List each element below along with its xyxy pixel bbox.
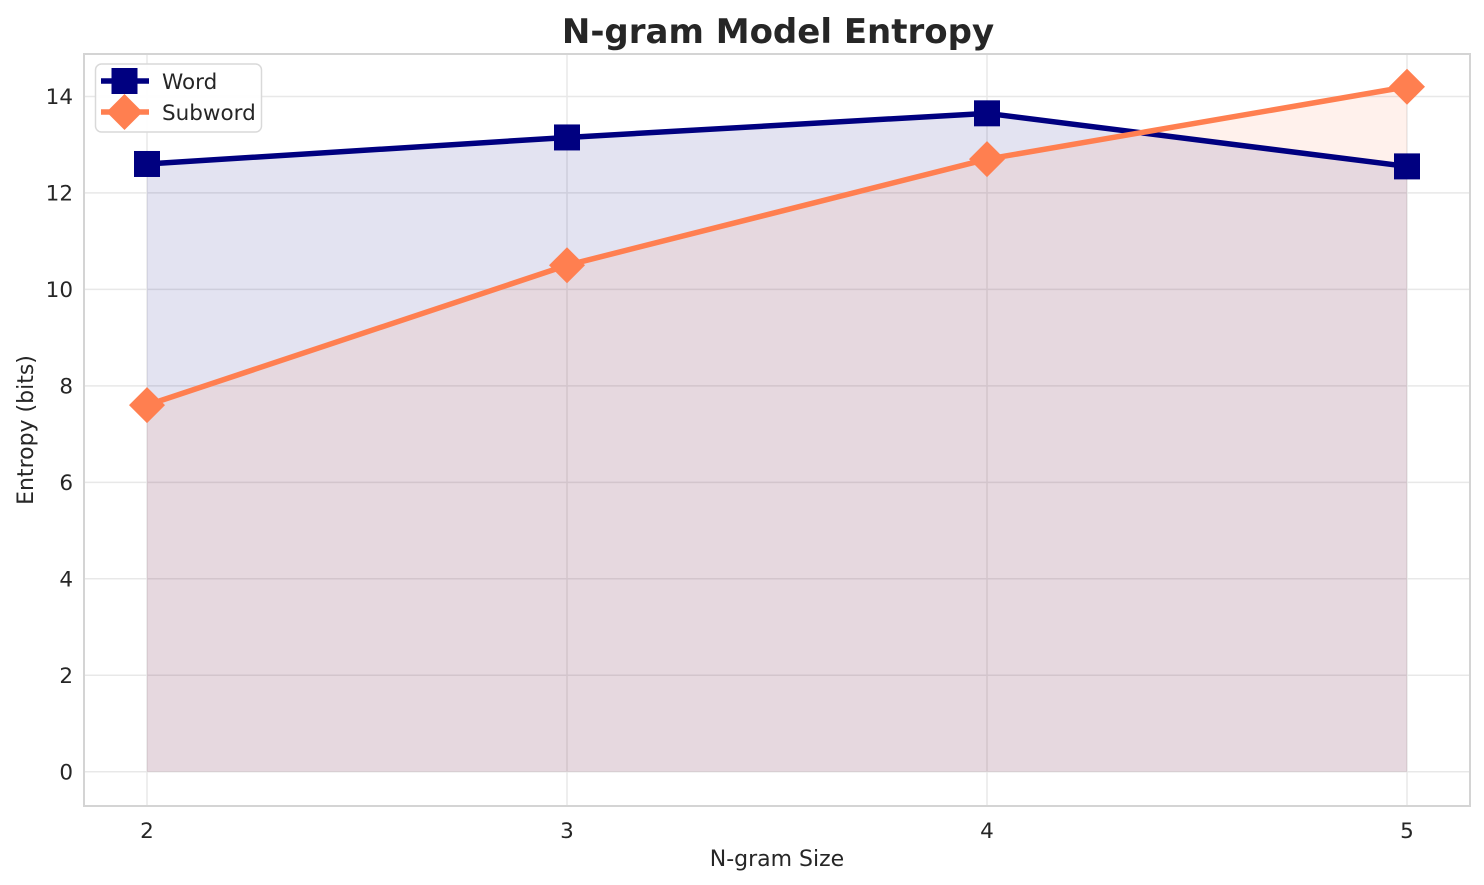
y-tick-label: 14 xyxy=(46,85,73,110)
plot-border xyxy=(83,53,1471,807)
marker-subword-x4 xyxy=(969,141,1005,178)
chart-title: N-gram Model Entropy xyxy=(562,12,994,52)
legend-label-word: Word xyxy=(162,70,217,95)
x-tick-label: 2 xyxy=(140,819,154,844)
line-subword xyxy=(144,84,1410,408)
legend-word-square-marker-icon xyxy=(111,68,138,94)
legend: Word Subword xyxy=(94,63,263,133)
marker-word-x3 xyxy=(554,124,580,151)
y-tick-label: 10 xyxy=(46,278,73,303)
y-tick-label: 0 xyxy=(59,760,73,785)
x-axis-label: N-gram Size xyxy=(710,847,844,872)
legend-label-subword: Subword xyxy=(162,101,256,126)
series-layer xyxy=(129,68,1425,772)
marker-subword-x2 xyxy=(129,387,165,424)
marker-word-x2 xyxy=(134,150,160,177)
grid-layer xyxy=(84,54,1470,806)
marker-word-x5 xyxy=(1394,153,1420,180)
x-tick-label: 4 xyxy=(980,819,994,844)
area-fill-subword xyxy=(147,86,1407,772)
y-tick-label: 8 xyxy=(59,374,73,399)
tick-layer: 2 3 4 5 0 2 4 6 8 10 12 14 xyxy=(46,85,1414,844)
marker-word-x4 xyxy=(974,100,1000,127)
y-tick-label: 2 xyxy=(59,664,73,689)
y-tick-label: 6 xyxy=(59,471,73,496)
y-axis-label: Entropy (bits) xyxy=(14,355,39,505)
y-tick-label: 12 xyxy=(46,181,73,206)
legend-subword-diamond-marker-icon xyxy=(106,94,143,130)
x-tick-label: 3 xyxy=(560,819,574,844)
line-word xyxy=(144,110,1410,170)
area-fill-word xyxy=(147,113,1407,772)
marker-subword-x5 xyxy=(1389,68,1425,105)
marker-subword-x3 xyxy=(549,247,585,284)
y-tick-label: 4 xyxy=(59,567,73,592)
x-tick-label: 5 xyxy=(1400,819,1414,844)
